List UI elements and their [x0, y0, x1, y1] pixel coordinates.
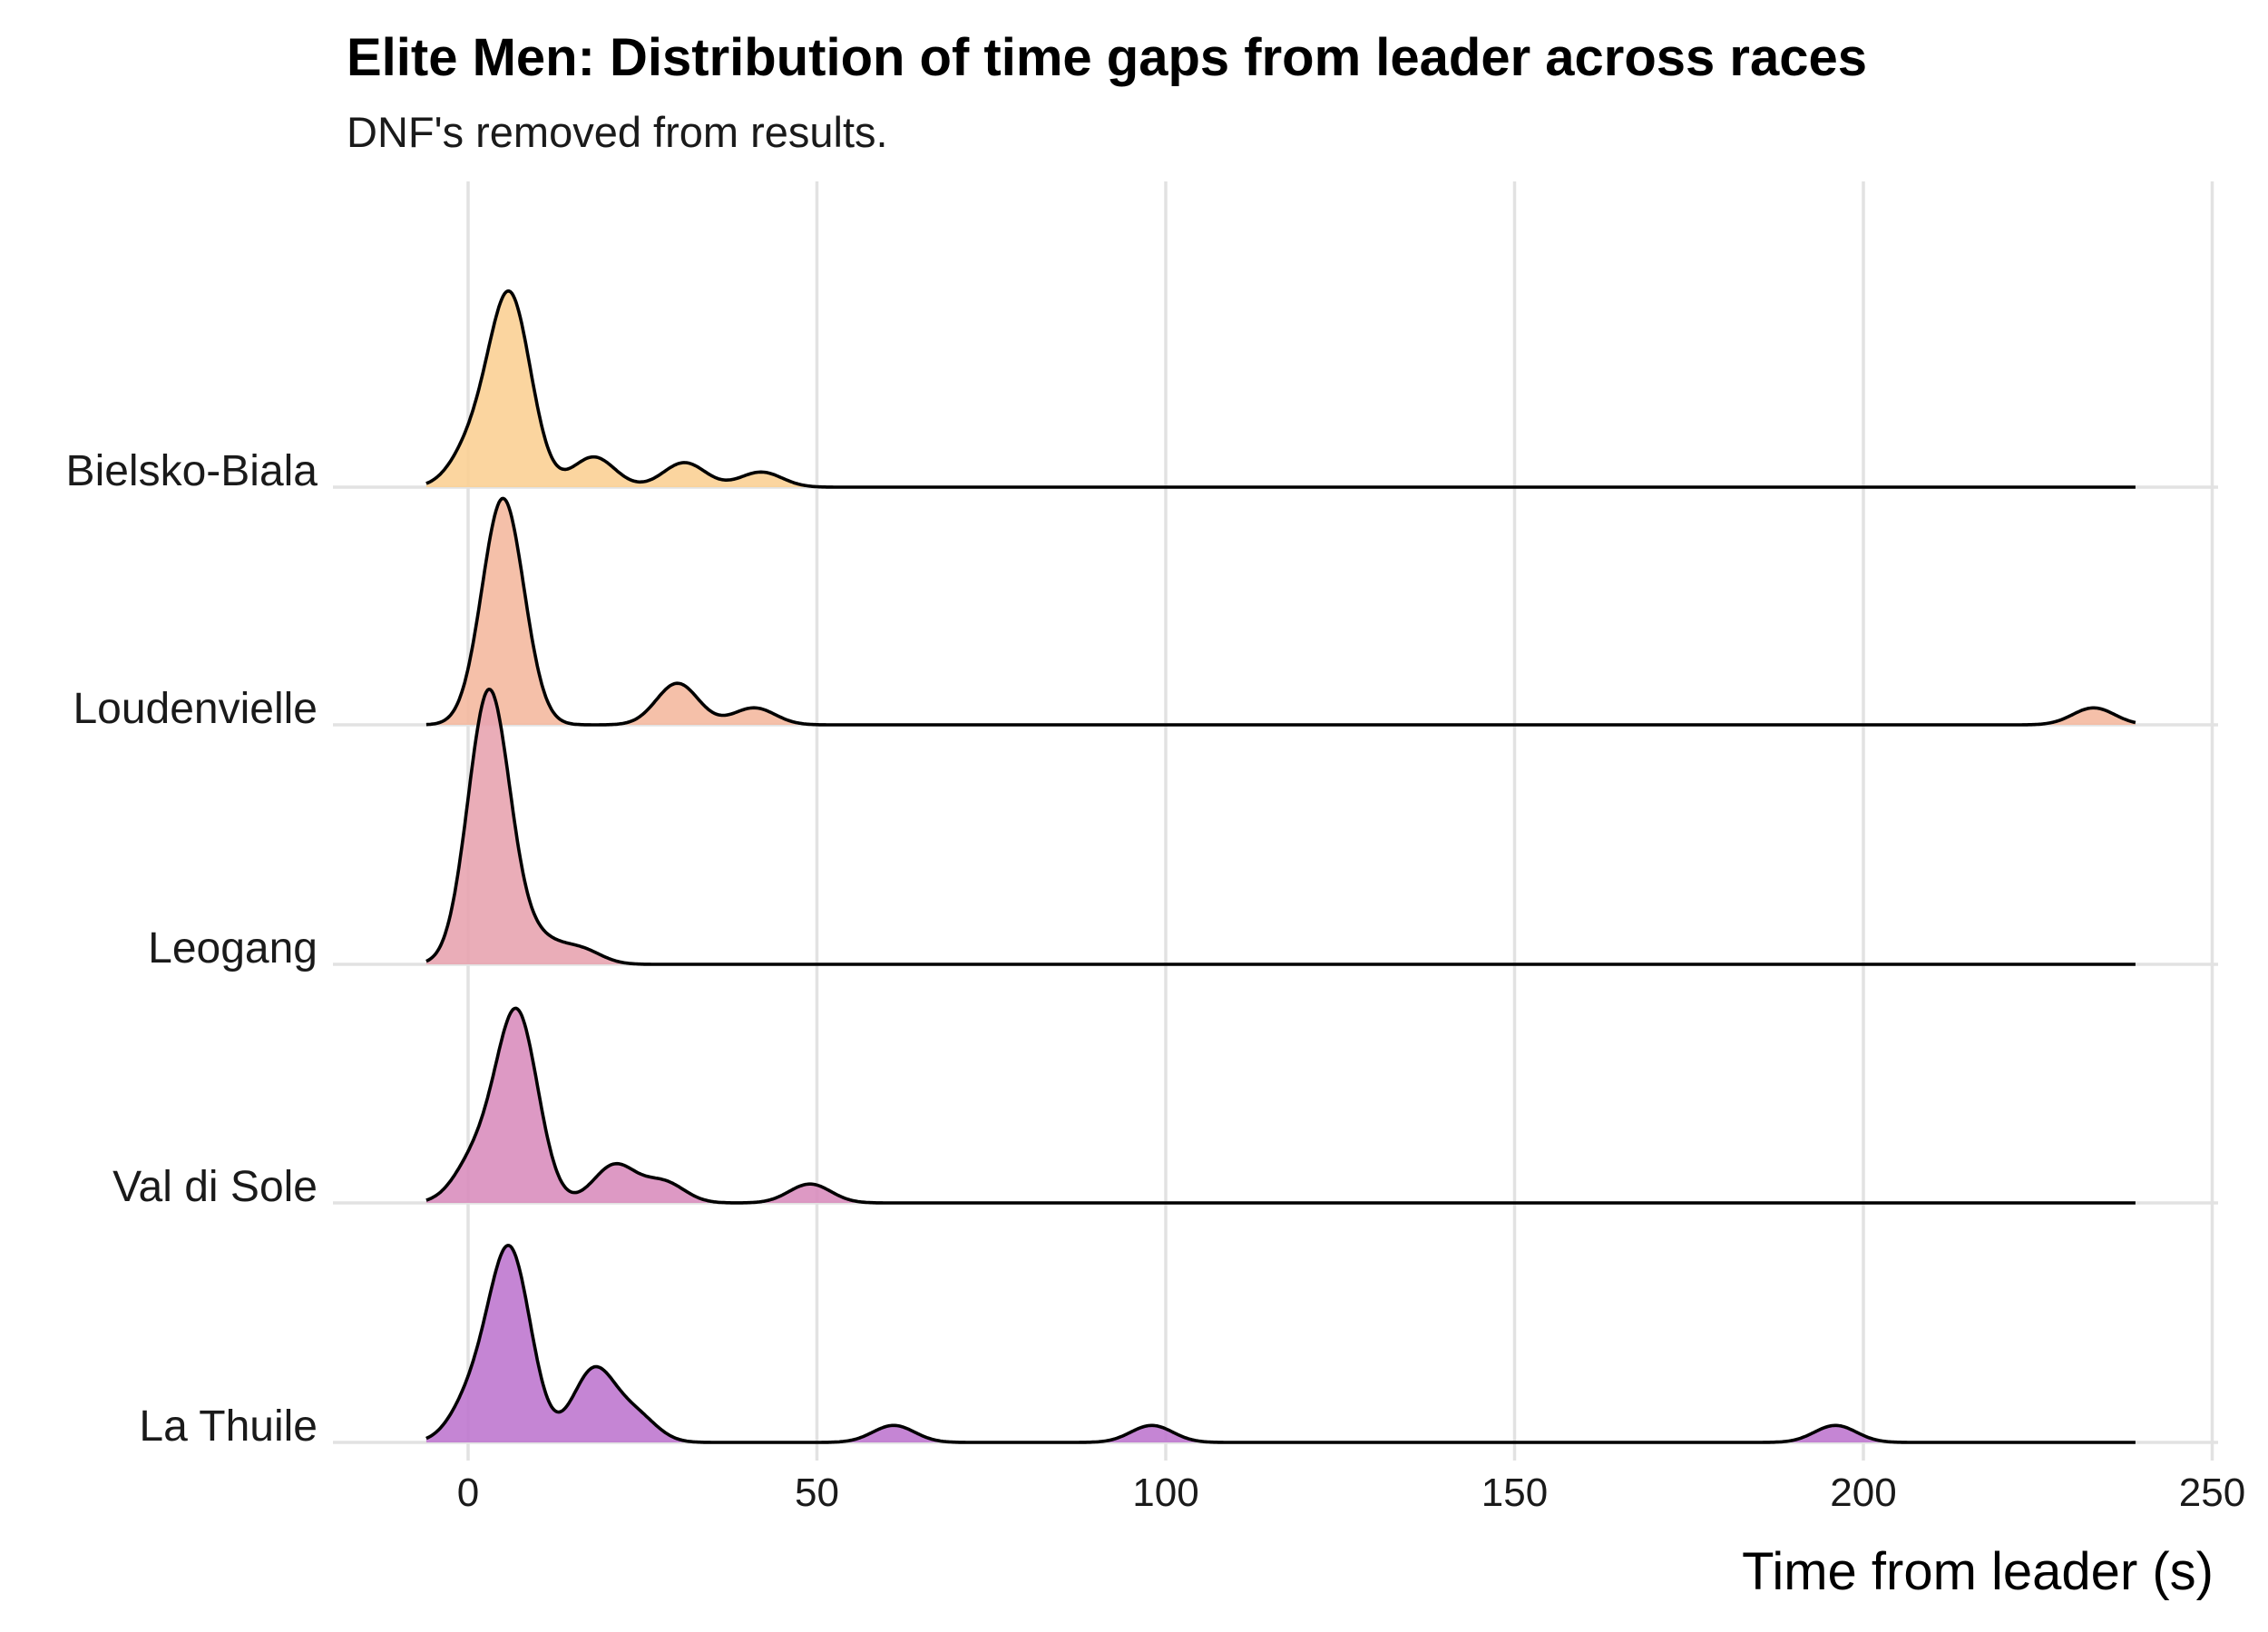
x-tick-label: 200: [1830, 1471, 1896, 1515]
x-tick-label: 250: [2179, 1471, 2245, 1515]
ridge-fill: [425, 1008, 2136, 1203]
ridge-fill: [425, 498, 2136, 725]
chart-subtitle: DNF's removed from results.: [347, 108, 888, 156]
ridge-line: [425, 688, 2136, 966]
ridge-fill: [425, 290, 2136, 487]
y-tick-label: Loudenvielle: [73, 685, 318, 733]
x-tick-label: 150: [1481, 1471, 1548, 1515]
label-layer: 0 50 100 150 200 250 Bielsko-Biala Loudenvielle…: [66, 447, 2246, 1515]
y-tick-label: Val di Sole: [112, 1163, 318, 1211]
x-tick-label: 100: [1132, 1471, 1198, 1515]
grid-layer: [333, 181, 2218, 1461]
ridge-line: [425, 289, 2136, 489]
x-tick-label: 0: [457, 1471, 479, 1515]
y-tick-label: La Thuile: [139, 1402, 318, 1451]
x-axis-title: Time from leader (s): [1742, 1542, 2214, 1601]
ridge-fill: [425, 1245, 2136, 1442]
ridge-line: [425, 1006, 2136, 1205]
ridge-line: [425, 496, 2136, 727]
ridge-layer: [425, 289, 2136, 1444]
chart-title: Elite Men: Distribution of time gaps fro…: [347, 28, 1867, 87]
ridge-fill: [425, 689, 2136, 964]
y-tick-label: Leogang: [148, 924, 318, 972]
x-tick-label: 50: [795, 1471, 839, 1515]
y-tick-label: Bielsko-Biala: [66, 447, 318, 495]
ridge-line: [425, 1244, 2136, 1444]
